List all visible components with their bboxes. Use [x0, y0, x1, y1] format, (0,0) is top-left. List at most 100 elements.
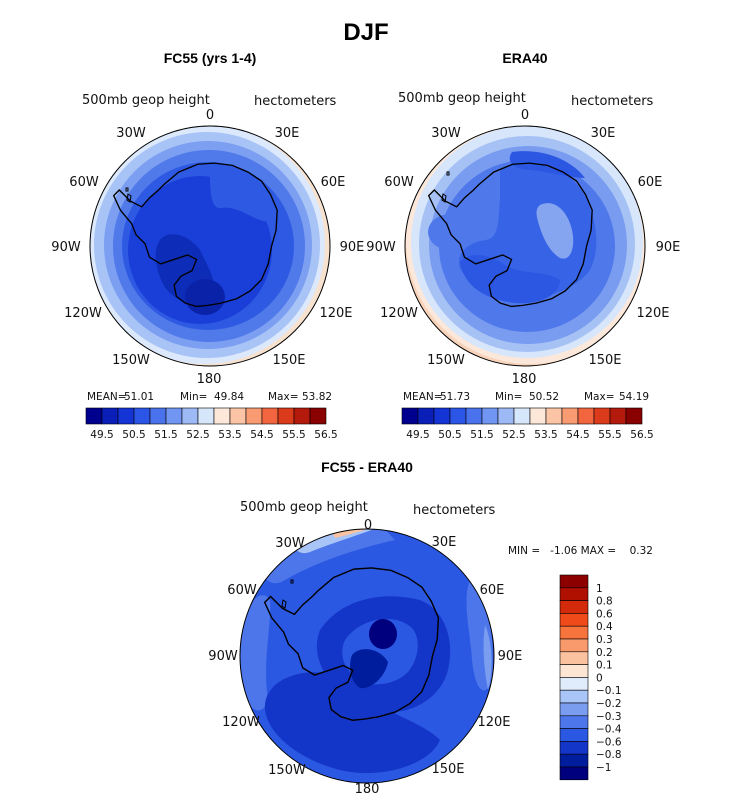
stats-line: MEAN= 51.01 Min= 49.84 Max= 53.82: [87, 391, 332, 403]
colorbar-swatch: [559, 677, 589, 691]
svg-text:55.5: 55.5: [598, 429, 621, 441]
peninsula-islands: [441, 171, 450, 203]
colorbar-tick: −1: [596, 762, 611, 774]
svg-text:30E: 30E: [275, 126, 300, 141]
colorbar: [559, 574, 589, 781]
svg-text:51.01: 51.01: [124, 391, 154, 403]
svg-text:51.5: 51.5: [154, 429, 177, 441]
svg-text:30W: 30W: [431, 126, 461, 141]
svg-text:120W: 120W: [222, 715, 260, 730]
colorbar-swatch: [529, 407, 547, 425]
svg-text:30E: 30E: [591, 126, 616, 141]
panel-era40: ERA40 500mb geop height hectometers 0 30…: [366, 50, 680, 441]
svg-text:52.5: 52.5: [186, 429, 209, 441]
colorbar-tick: −0.6: [596, 736, 622, 748]
colorbar-swatch: [559, 664, 589, 678]
map-field: [240, 529, 494, 783]
svg-text:90W: 90W: [208, 649, 238, 664]
antarctica-coastline: [112, 162, 278, 308]
colorbar: [85, 407, 327, 425]
panel-title: ERA40: [502, 50, 547, 66]
colorbar-swatch: [181, 407, 199, 425]
svg-text:Min=: Min=: [180, 391, 207, 403]
svg-text:60E: 60E: [321, 175, 346, 190]
minmax-label: MIN = -1.06 MAX = 0.32: [508, 545, 653, 557]
colorbar-swatch: [309, 407, 327, 425]
colorbar-swatch: [513, 407, 531, 425]
variable-label: 500mb geop height: [398, 91, 526, 106]
colorbar-swatch: [433, 407, 451, 425]
panel-title: FC55 (yrs 1-4): [164, 50, 257, 66]
svg-text:MEAN=: MEAN=: [403, 391, 443, 403]
colorbar-tick: 0.4: [596, 621, 613, 633]
colorbar-swatch: [401, 407, 419, 425]
longitude-labels: 0 30E 60E 90E 120E 150E 180 150W 120W 90…: [208, 518, 522, 797]
svg-text:90E: 90E: [498, 649, 523, 664]
colorbar-tick: 0: [596, 672, 603, 684]
colorbar-swatch: [559, 766, 589, 781]
svg-text:180: 180: [197, 372, 222, 387]
svg-text:60W: 60W: [384, 175, 414, 190]
colorbar-swatch: [197, 407, 215, 425]
svg-text:60W: 60W: [227, 583, 257, 598]
svg-text:55.5: 55.5: [282, 429, 305, 441]
colorbar-swatch: [609, 407, 627, 425]
colorbar-swatch: [577, 407, 595, 425]
panel-difference: FC55 - ERA40 500mb geop height hectomete…: [208, 459, 653, 797]
svg-text:53.5: 53.5: [534, 429, 557, 441]
colorbar-swatch: [449, 407, 467, 425]
colorbar-swatch: [165, 407, 183, 425]
antarctica-coastline: [263, 567, 440, 721]
map-boundary: [239, 528, 495, 784]
map-field: [405, 126, 645, 366]
colorbar-swatch: [101, 407, 119, 425]
main-title: DJF: [343, 19, 388, 46]
colorbar-swatch: [245, 407, 263, 425]
svg-text:90W: 90W: [51, 240, 81, 255]
colorbar-swatch: [559, 753, 589, 768]
svg-text:0: 0: [364, 518, 372, 533]
svg-text:120W: 120W: [64, 306, 102, 321]
colorbar-tick: −0.1: [596, 685, 622, 697]
colorbar-tick: −0.4: [596, 724, 622, 736]
svg-text:180: 180: [512, 372, 537, 387]
svg-text:90E: 90E: [656, 240, 681, 255]
svg-text:56.5: 56.5: [314, 429, 337, 441]
svg-text:150W: 150W: [112, 353, 150, 368]
svg-text:150E: 150E: [588, 353, 621, 368]
svg-text:49.84: 49.84: [214, 391, 244, 403]
colorbar-swatch: [625, 407, 643, 425]
svg-text:30W: 30W: [275, 536, 305, 551]
variable-label: 500mb geop height: [82, 93, 210, 108]
colorbar-ticks: 10.80.60.40.30.20.10−0.1−0.2−0.3−0.4−0.6…: [596, 583, 622, 774]
svg-text:54.5: 54.5: [566, 429, 589, 441]
svg-text:51.5: 51.5: [470, 429, 493, 441]
svg-text:150W: 150W: [268, 763, 306, 778]
svg-text:54.19: 54.19: [619, 391, 649, 403]
map-boundary: [89, 125, 331, 367]
colorbar-tick: −0.8: [596, 749, 622, 761]
colorbar-swatch: [149, 407, 167, 425]
colorbar-ticks: 49.5 50.5 51.5 52.5 53.5 54.5 55.5 56.5: [90, 429, 337, 441]
svg-text:60E: 60E: [638, 175, 663, 190]
svg-text:51.73: 51.73: [440, 391, 470, 403]
colorbar-swatch: [561, 407, 579, 425]
antarctica-coastline: [427, 162, 593, 308]
svg-text:90W: 90W: [366, 240, 396, 255]
colorbar-swatch: [85, 407, 103, 425]
colorbar-swatch: [559, 689, 589, 704]
variable-label: 500mb geop height: [240, 500, 368, 515]
svg-text:50.5: 50.5: [122, 429, 145, 441]
colorbar-tick: 0.2: [596, 647, 613, 659]
svg-text:120E: 120E: [477, 715, 510, 730]
colorbar-tick: 1: [596, 583, 603, 595]
svg-text:90E: 90E: [340, 240, 365, 255]
colorbar-tick: 0.3: [596, 634, 613, 646]
svg-text:60W: 60W: [69, 175, 99, 190]
colorbar-swatch: [417, 407, 435, 425]
colorbar-swatch: [481, 407, 499, 425]
units-label: hectometers: [571, 94, 654, 109]
colorbar-swatch: [559, 702, 589, 717]
colorbar-swatch: [465, 407, 483, 425]
colorbar-swatch: [497, 407, 515, 425]
